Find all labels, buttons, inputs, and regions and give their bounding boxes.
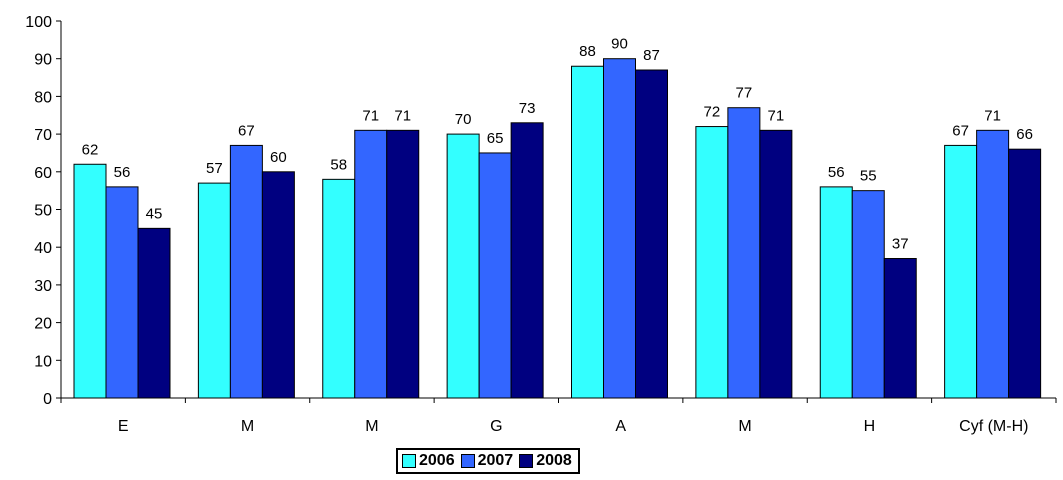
data-label-2008-6: 37 — [892, 236, 909, 253]
data-label-2008-2: 71 — [394, 107, 411, 124]
bar-2006-7 — [944, 144, 978, 399]
data-label-2008-5: 71 — [768, 107, 785, 124]
y-tick-label: 10 — [34, 353, 52, 370]
x-category-label: M — [738, 418, 751, 435]
legend-swatch-2007 — [460, 454, 475, 468]
bar-2006-2 — [322, 178, 356, 399]
legend-item-2006: 2006 — [402, 452, 455, 470]
legend-label-2007: 2007 — [477, 452, 514, 469]
x-category-label: M — [241, 418, 254, 435]
y-tick-label: 30 — [34, 278, 52, 295]
legend-swatch-2008 — [519, 454, 534, 468]
x-category-label: M — [365, 418, 378, 435]
data-label-2006-3: 70 — [455, 111, 472, 128]
bar-2007-7 — [976, 129, 1010, 399]
data-label-2007-7: 71 — [984, 107, 1001, 124]
legend-label-2008: 2008 — [536, 452, 572, 469]
y-tick-label: 70 — [34, 127, 52, 144]
data-label-2006-1: 57 — [206, 160, 223, 177]
x-category-label: G — [490, 418, 502, 435]
bar-2006-0 — [73, 163, 107, 399]
bar-2007-4 — [603, 58, 636, 399]
bar-2006-3 — [446, 133, 480, 399]
bar-2008-2 — [386, 129, 420, 399]
bar-2008-6 — [883, 258, 917, 399]
data-label-2007-1: 67 — [238, 122, 255, 139]
data-label-2006-7: 67 — [952, 122, 969, 139]
bar-2008-0 — [137, 227, 171, 399]
data-label-2006-5: 72 — [704, 104, 721, 121]
bar-2006-4 — [571, 65, 604, 399]
data-label-2006-6: 56 — [828, 164, 845, 181]
data-label-2008-4: 87 — [643, 47, 660, 64]
legend-label-2006: 2006 — [419, 452, 455, 469]
bar-2007-3 — [478, 152, 512, 399]
data-label-2008-3: 73 — [519, 100, 536, 117]
data-label-2006-2: 58 — [330, 156, 347, 173]
data-label-2006-0: 62 — [82, 141, 99, 158]
legend-item-2007: 2007 — [460, 452, 514, 470]
bar-2008-5 — [759, 129, 793, 399]
legend-swatch-2006 — [402, 454, 416, 468]
bar-2008-7 — [1008, 148, 1042, 399]
data-label-2007-3: 65 — [487, 130, 504, 147]
x-category-label: E — [118, 418, 129, 435]
y-tick-label: 100 — [25, 14, 52, 31]
data-label-2008-7: 66 — [1016, 126, 1033, 143]
data-label-2008-0: 45 — [146, 205, 163, 222]
legend: 2006 2007 2008 — [396, 448, 580, 474]
axes-layer: 0 10 20 30 40 50 60 70 80 90 100 E M M G A M H Cyf (M-H) — [25, 14, 1057, 435]
legend-item-2008: 2008 — [519, 452, 572, 470]
bars-layer — [73, 58, 1042, 399]
y-tick-label: 90 — [34, 52, 52, 69]
data-label-2008-1: 60 — [270, 149, 287, 166]
bar-2008-4 — [635, 69, 668, 399]
y-tick-label: 20 — [34, 316, 52, 333]
bar-2008-3 — [510, 122, 544, 399]
bar-2007-0 — [105, 186, 139, 399]
bar-2006-5 — [695, 126, 729, 399]
bar-2008-1 — [261, 171, 295, 399]
data-labels-layer: 62 57 58 70 88 72 56 67 56 67 71 65 90 77 55 71 45 60 71 73… — [82, 36, 1033, 253]
y-tick-label: 50 — [34, 203, 52, 220]
data-label-2007-4: 90 — [611, 36, 628, 53]
x-category-label: H — [864, 418, 876, 435]
y-tick-label: 60 — [34, 165, 52, 182]
bar-2006-6 — [819, 186, 853, 399]
y-tick-label: 0 — [43, 391, 52, 408]
data-label-2006-4: 88 — [579, 43, 596, 60]
x-category-label: A — [615, 418, 626, 435]
x-category-label: Cyf (M-H) — [959, 418, 1028, 435]
bar-2007-6 — [851, 190, 885, 399]
data-label-2007-2: 71 — [362, 107, 379, 124]
data-label-2007-6: 55 — [860, 168, 877, 185]
bar-2006-1 — [197, 182, 231, 399]
bar-2007-1 — [229, 144, 263, 399]
data-label-2007-5: 77 — [736, 85, 753, 102]
bar-2007-2 — [354, 129, 388, 399]
data-label-2007-0: 56 — [114, 164, 131, 181]
bar-2007-5 — [727, 107, 761, 399]
y-tick-label: 40 — [34, 240, 52, 257]
y-tick-label: 80 — [34, 89, 52, 106]
